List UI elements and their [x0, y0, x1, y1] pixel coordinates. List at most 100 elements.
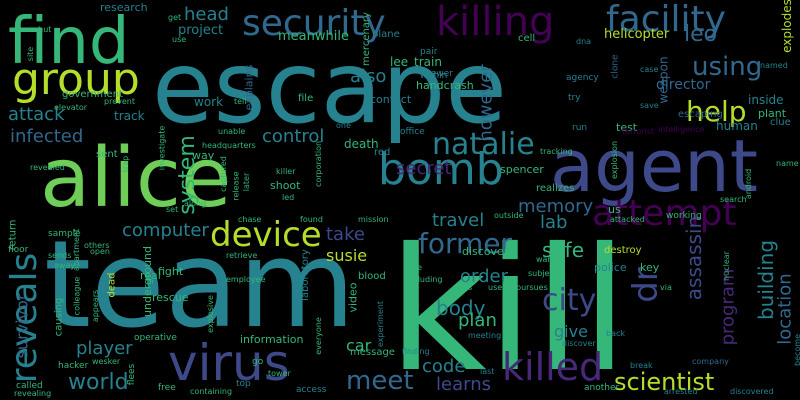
word-wesker: wesker	[92, 357, 121, 366]
word-arrives: arrives	[0, 171, 4, 219]
word-search: search	[720, 195, 747, 204]
word-appears: appears	[91, 289, 101, 323]
word-clone: clone	[610, 54, 621, 79]
word-killer: killer	[276, 167, 296, 176]
word-red: red	[374, 147, 391, 158]
word-office: office	[400, 127, 425, 137]
word-trap: trap	[121, 155, 131, 173]
word-via: via	[660, 283, 672, 292]
word-fight: fight	[158, 265, 184, 278]
word-kill: kill	[388, 212, 629, 400]
word-operative: operative	[134, 333, 177, 343]
word-cell: cell	[518, 33, 536, 44]
word-track: track	[114, 109, 145, 123]
word-device: device	[210, 215, 322, 255]
word-real: real	[140, 269, 161, 282]
word-group: group	[12, 54, 140, 105]
word-away: away	[54, 261, 76, 270]
word-survivor: survivor	[12, 293, 32, 359]
word-become: become	[793, 333, 800, 367]
word-secret: secret	[396, 158, 452, 179]
word-tell: tell	[234, 97, 247, 106]
word-apartment: apartment	[72, 228, 82, 272]
word-natalie: natalie	[432, 127, 535, 162]
word-code: code	[422, 356, 466, 377]
word-set: set	[166, 205, 179, 214]
word-flees: flees	[127, 363, 138, 386]
word-us: us	[608, 203, 621, 216]
word-facility: facility	[606, 0, 726, 40]
word-travel: travel	[432, 210, 485, 231]
word-plane: plane	[372, 29, 400, 40]
word-weapon: weapon	[656, 56, 671, 104]
word-location: location	[774, 273, 796, 345]
word-nuclear: nuclear	[721, 251, 731, 281]
word-infected: infected	[10, 126, 84, 147]
word-plant: plant	[758, 107, 787, 120]
word-named: named	[760, 61, 788, 70]
word-free: free	[158, 383, 176, 393]
word-killed: killed	[502, 345, 604, 389]
word-floor: floor	[8, 245, 29, 255]
word-retrieve: retrieve	[226, 251, 258, 260]
word-including: including	[406, 275, 443, 284]
word-car: car	[346, 336, 372, 355]
word-elevator: elevator	[54, 103, 88, 112]
word-case: case	[640, 65, 659, 74]
word-alice: alice	[40, 131, 232, 226]
word-name: name	[776, 159, 799, 168]
word-discovered: discovered	[730, 387, 774, 396]
word-meet: meet	[346, 366, 414, 396]
word-information: information	[240, 333, 304, 346]
word-virus: virus	[168, 334, 290, 392]
word-another: another	[584, 383, 620, 393]
word-go: go	[252, 357, 264, 367]
word-prevent: prevent	[104, 97, 135, 106]
word-leo: leo	[684, 22, 718, 47]
word-access: access	[296, 385, 327, 395]
word-project: project	[178, 23, 224, 38]
word-open: open	[90, 247, 110, 256]
word-try: try	[568, 93, 581, 103]
word-meeting: meeting	[468, 331, 502, 340]
word-world: world	[68, 370, 129, 395]
word-get: get	[168, 13, 182, 22]
word-shoot: shoot	[270, 179, 301, 192]
word-run: run	[572, 123, 588, 133]
word-android: android	[744, 168, 754, 200]
word-contact: contact	[370, 93, 412, 106]
word-later: later	[242, 172, 252, 192]
word-attacked: attacked	[610, 215, 645, 224]
word-sewer: sewer	[426, 69, 453, 79]
word-attack: attack	[8, 104, 65, 125]
word-employee: employee	[226, 275, 266, 284]
word-dead: dead	[106, 272, 118, 298]
word-headquarters: headquarters	[202, 141, 256, 150]
word-assassin: assassin	[682, 215, 707, 301]
word-back: back	[606, 329, 626, 338]
word-susie: susie	[326, 246, 368, 265]
word-spencer: spencer	[500, 163, 544, 176]
word-team: team	[44, 216, 356, 355]
word-way: way	[192, 149, 215, 162]
word-order: order	[460, 266, 508, 287]
word-meanwhile: meanwhile	[278, 29, 349, 44]
word-bomb: bomb	[378, 144, 504, 195]
word-building: building	[754, 239, 779, 321]
word-laboratory: laboratory	[299, 249, 311, 301]
word-tracking: tracking	[540, 147, 573, 156]
word-explodes: explodes	[779, 0, 794, 53]
word-key: key	[640, 261, 660, 274]
word-escaping: escaping	[678, 109, 723, 120]
word-discovers: discovers	[462, 245, 515, 258]
word-revealed: revealed	[30, 163, 65, 172]
word-former: former	[418, 227, 513, 260]
word-attempt: attempt	[592, 193, 737, 234]
word-handcrash: handcrash	[416, 79, 474, 92]
word-within: within	[420, 71, 448, 81]
word-find: find	[8, 5, 130, 79]
word-called: called	[16, 381, 43, 391]
word-body: body	[436, 296, 486, 320]
word-working: working	[666, 211, 702, 221]
word-found: found	[300, 215, 323, 224]
